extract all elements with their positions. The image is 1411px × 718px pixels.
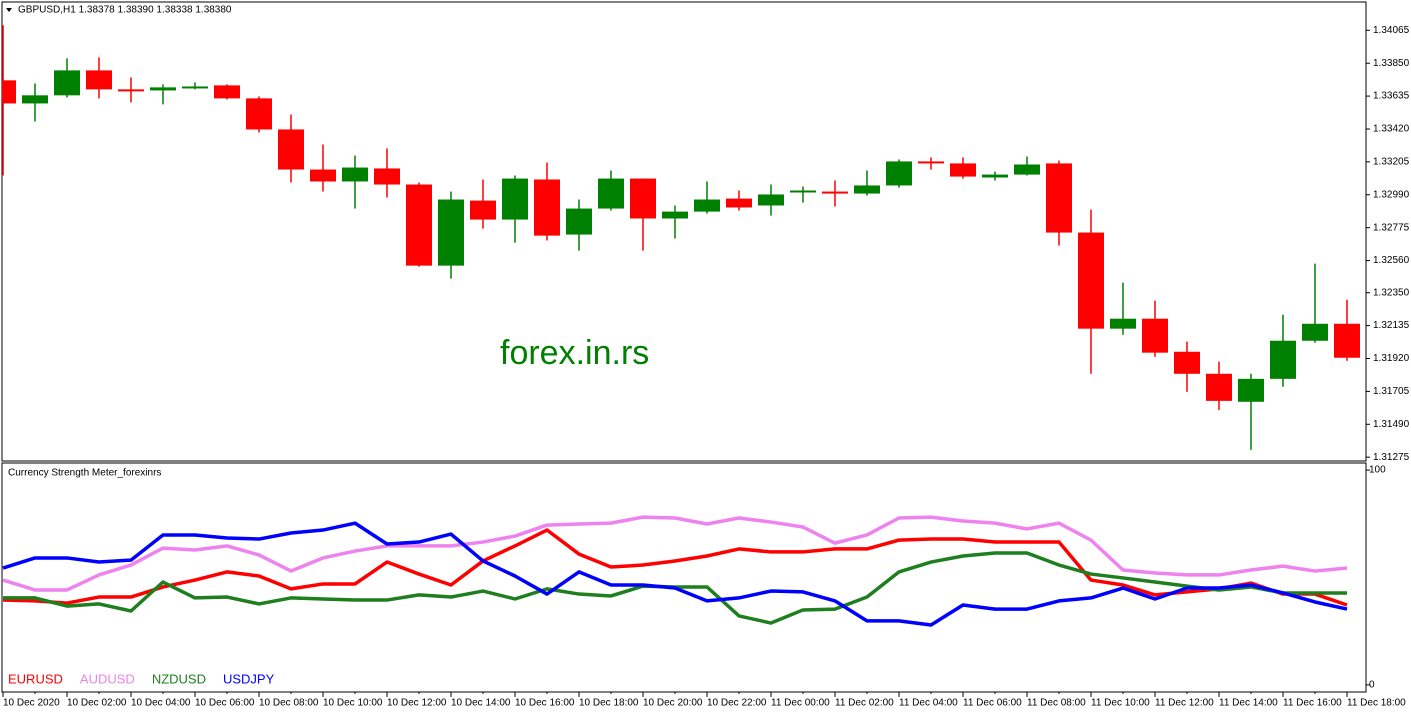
candle-body <box>406 184 432 266</box>
candle-body <box>1078 232 1104 329</box>
candle-body <box>790 190 816 193</box>
y-tick-label: 1.31920 <box>1373 353 1410 364</box>
x-tick-label: 11 Dec 04:00 <box>899 698 958 709</box>
x-tick-label: 11 Dec 06:00 <box>963 698 1022 709</box>
y-tick-label: 1.32135 <box>1373 320 1410 331</box>
y-tick-label: 0 <box>1369 680 1375 691</box>
candle-body <box>214 85 240 99</box>
y-tick-label: 1.31705 <box>1373 386 1410 397</box>
candle-body <box>822 191 848 194</box>
x-tick-label: 10 Dec 06:00 <box>195 698 255 709</box>
candle-body <box>662 211 688 219</box>
y-tick-label: 1.33205 <box>1373 157 1410 168</box>
x-tick-label: 10 Dec 12:00 <box>387 698 447 709</box>
candle-body <box>118 89 144 92</box>
candle-body <box>342 167 368 182</box>
candle-body <box>726 198 752 208</box>
x-tick-label: 10 Dec 08:00 <box>259 698 319 709</box>
legend-label: NZDUSD <box>152 671 206 686</box>
x-tick-label: 10 Dec 04:00 <box>131 698 191 709</box>
candle-body <box>22 95 48 104</box>
candle-body <box>694 199 720 212</box>
x-tick-label: 11 Dec 08:00 <box>1027 698 1086 709</box>
y-tick-label: 1.31490 <box>1373 419 1410 430</box>
y-tick-label: 1.32775 <box>1373 222 1410 233</box>
x-tick-label: 11 Dec 14:00 <box>1219 698 1278 709</box>
candle-body <box>150 87 176 91</box>
candle-body <box>470 200 496 220</box>
candle-body <box>1046 163 1072 233</box>
x-tick-label: 10 Dec 02:00 <box>67 698 127 709</box>
candle-body <box>566 208 592 235</box>
x-tick-label: 11 Dec 16:00 <box>1283 698 1342 709</box>
candle-body <box>982 174 1008 178</box>
candle-body <box>1206 373 1232 401</box>
line-series <box>2 528 1348 607</box>
indicator-pane <box>1 462 1367 693</box>
candle-body <box>1174 351 1200 374</box>
candle-body <box>502 178 528 220</box>
candle-body <box>1238 378 1264 402</box>
candle-body <box>2 80 16 104</box>
candle-body <box>278 129 304 170</box>
candle-body <box>534 179 560 236</box>
y-tick-label: 1.33850 <box>1373 58 1410 69</box>
y-tick-label: 1.34065 <box>1373 25 1410 36</box>
x-tick-label: 11 Dec 12:00 <box>1155 698 1214 709</box>
x-tick-label: 10 Dec 22:00 <box>707 698 767 709</box>
y-tick-label: 1.32350 <box>1373 287 1410 298</box>
candle-body <box>630 178 656 219</box>
candle-body <box>1334 323 1360 358</box>
candle-body <box>1142 318 1168 353</box>
candles <box>2 25 1360 450</box>
candle-body <box>950 163 976 177</box>
x-tick-label: 10 Dec 18:00 <box>579 698 639 709</box>
menu-arrow <box>6 8 12 12</box>
x-tick-label: 11 Dec 10:00 <box>1091 698 1150 709</box>
line-series <box>2 515 1348 592</box>
x-tick-label: 10 Dec 20:00 <box>643 698 703 709</box>
chart-title: GBPUSD,H1 1.38378 1.38390 1.38338 1.3838… <box>18 5 232 16</box>
candle-body <box>246 98 272 130</box>
candle-body <box>54 70 80 96</box>
candle-body <box>438 199 464 266</box>
legend-label: EURUSD <box>8 671 63 686</box>
x-tick-label: 10 Dec 16:00 <box>515 698 575 709</box>
legend-label: USDJPY <box>223 671 275 686</box>
y-tick-label: 1.33420 <box>1373 124 1410 135</box>
candle-body <box>182 86 208 89</box>
x-tick-label: 10 Dec 10:00 <box>323 698 383 709</box>
candle-body <box>1270 340 1296 379</box>
main-pane <box>1 1 1367 462</box>
y-tick-label: 1.32990 <box>1373 189 1410 200</box>
y-tick-label: 1.32560 <box>1373 255 1410 266</box>
x-tick-label: 11 Dec 02:00 <box>835 698 894 709</box>
y-tick-label: 1.31275 <box>1373 452 1410 463</box>
indicator-title: Currency Strength Meter_forexinrs <box>8 468 161 479</box>
legend-label: AUDUSD <box>80 671 135 686</box>
y-tick-label: 100 <box>1369 465 1386 476</box>
candle-body <box>374 168 400 185</box>
x-tick-label: 11 Dec 18:00 <box>1347 698 1406 709</box>
candle-body <box>310 169 336 182</box>
candle-body <box>86 70 112 90</box>
line-series <box>2 521 1348 627</box>
candle-body <box>1014 164 1040 175</box>
y-tick-label: 1.33635 <box>1373 91 1410 102</box>
watermark: forex.in.rs <box>500 334 649 372</box>
candle-body <box>918 161 944 164</box>
x-tick-label: 11 Dec 00:00 <box>771 698 830 709</box>
candle-body <box>854 185 880 194</box>
candle-body <box>1302 323 1328 341</box>
candle-body <box>598 178 624 209</box>
x-tick-label: 10 Dec 2020 <box>3 698 60 709</box>
candle-body <box>886 161 912 186</box>
x-tick-label: 10 Dec 14:00 <box>451 698 511 709</box>
candle-body <box>1110 318 1136 329</box>
candle-body <box>758 194 784 206</box>
